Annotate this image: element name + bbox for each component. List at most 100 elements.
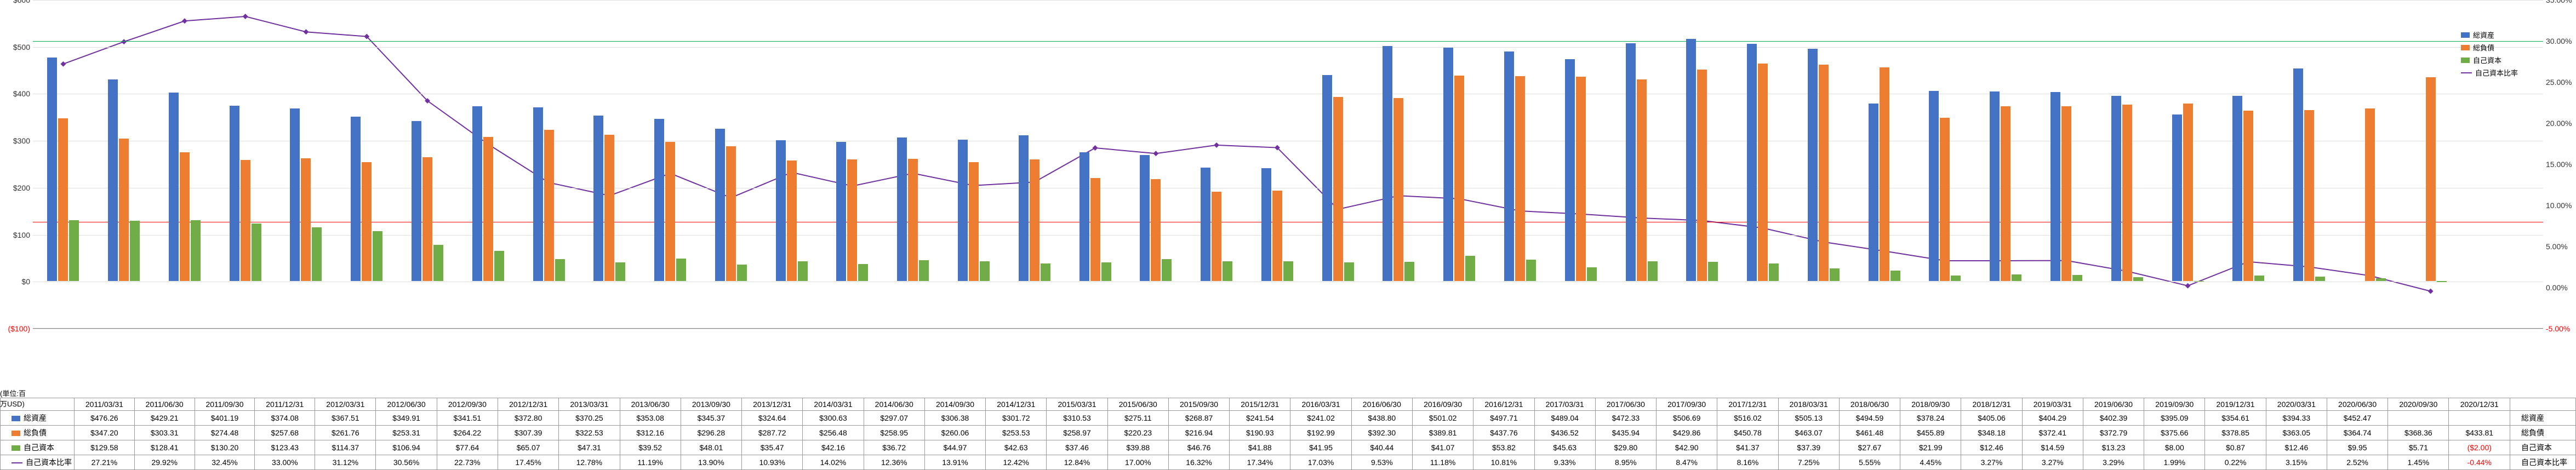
bar-総負債 (2243, 111, 2253, 281)
table-cell: $0.87 (2205, 440, 2266, 455)
table-cell: $401.19 (195, 411, 255, 426)
bar-自己資本 (737, 265, 747, 281)
bar-group (2097, 96, 2157, 328)
table-period-header: 2020/03/31 (2266, 398, 2327, 411)
bar-自己資本 (615, 262, 625, 281)
table-end-header (2510, 398, 2576, 411)
table-cell: $450.78 (1717, 426, 1778, 440)
table-cell: $497.71 (1473, 411, 1534, 426)
table-cell: $37.39 (1778, 440, 1839, 455)
table-cell: $341.51 (437, 411, 498, 426)
bar-自己資本 (1283, 261, 1293, 281)
bar-総負債 (787, 161, 797, 281)
bar-group (1307, 75, 1368, 328)
table-cell: 7.25% (1778, 455, 1839, 470)
table-cell: $372.41 (2022, 426, 2083, 440)
table-cell: $476.26 (75, 411, 135, 426)
bar-group (1126, 155, 1186, 328)
bar-総資産 (2111, 96, 2121, 282)
bar-総資産 (1686, 39, 1696, 281)
table-cell: $41.07 (1412, 440, 1473, 455)
plot-region (33, 0, 2543, 329)
bar-group (397, 121, 458, 328)
table-period-header: 2013/12/31 (742, 398, 803, 411)
table-cell: $220.23 (1107, 426, 1168, 440)
y-left-tick: $300 (13, 136, 30, 145)
line-marker (364, 34, 369, 39)
table-period-header: 2020/06/30 (2327, 398, 2387, 411)
table-cell: $354.61 (2205, 411, 2266, 426)
table-cell: $349.91 (376, 411, 437, 426)
table-cell: $472.33 (1595, 411, 1656, 426)
line-marker (304, 29, 309, 35)
table-period-header: 2018/12/31 (1961, 398, 2022, 411)
table-cell: $378.24 (1900, 411, 1961, 426)
table-period-header: 2014/12/31 (986, 398, 1047, 411)
table-cell: $516.02 (1717, 411, 1778, 426)
bar-group (1793, 49, 1854, 328)
bar-総資産 (1504, 51, 1514, 281)
table-cell: $41.37 (1717, 440, 1778, 455)
table-cell: $130.20 (195, 440, 255, 455)
legend-label: 総資産 (2473, 30, 2494, 40)
legend-label: 総負債 (2473, 42, 2494, 53)
bar-総資産 (169, 93, 179, 281)
table-cell: $463.07 (1778, 426, 1839, 440)
bar-総資産 (2172, 114, 2182, 281)
table-row-label: 総負債 (1, 426, 75, 440)
table-period-header: 2012/03/31 (315, 398, 376, 411)
y-right-tick: -5.00% (2546, 324, 2570, 333)
table-cell: $375.66 (2144, 426, 2205, 440)
table-cell: $241.54 (1230, 411, 1290, 426)
y-left-tick: $200 (13, 184, 30, 192)
table-cell: $378.85 (2205, 426, 2266, 440)
row-label-text: 自己資本比率 (26, 458, 72, 467)
row-line-swatch (12, 462, 22, 463)
bar-総資産 (1201, 168, 1210, 281)
table-cell: $348.18 (1961, 426, 2022, 440)
bar-自己資本 (1344, 262, 1354, 282)
bar-group (1004, 135, 1065, 328)
table-period-header: 2014/09/30 (924, 398, 985, 411)
bar-group (518, 107, 579, 328)
legend-swatch (2461, 45, 2470, 50)
bar-自己資本 (433, 245, 443, 282)
bar-自己資本 (2072, 275, 2082, 281)
table-cell: 10.93% (742, 455, 803, 470)
y-left-tick: $600 (13, 0, 30, 4)
table-cell: $27.67 (1839, 440, 1900, 455)
table-cell: $123.43 (255, 440, 315, 455)
table-cell: 1.99% (2144, 455, 2205, 470)
table-cell: 17.00% (1107, 455, 1168, 470)
legend-label: 自己資本比率 (2475, 67, 2518, 78)
bar-総負債 (2061, 106, 2071, 282)
row-swatch (12, 416, 20, 421)
bar-自己資本 (191, 220, 201, 282)
table-cell: $41.88 (1230, 440, 1290, 455)
table-cell: 27.21% (75, 455, 135, 470)
table-cell: $363.05 (2266, 426, 2327, 440)
table-period-header: 2015/03/31 (1047, 398, 1107, 411)
table-cell: 12.78% (559, 455, 620, 470)
table-cell: $389.81 (1412, 426, 1473, 440)
chart-plot-area: ($100)$0$100$200$300$400$500$600(単位:百万US… (0, 0, 2576, 398)
table-cell: $13.23 (2083, 440, 2144, 455)
table-cell: -0.44% (2449, 455, 2510, 470)
bar-自己資本 (1223, 261, 1232, 281)
table-cell: $14.59 (2022, 440, 2083, 455)
table-cell: $368.36 (2388, 426, 2449, 440)
table-cell: $452.47 (2327, 411, 2387, 426)
table-row-label-right: 総資産 (2510, 411, 2576, 426)
bar-総負債 (119, 139, 129, 281)
row-swatch (12, 445, 20, 451)
legend-item: 総資産 (2461, 30, 2538, 40)
bar-総資産 (1808, 49, 1818, 281)
bar-自己資本 (252, 223, 261, 282)
bar-総資産 (1869, 104, 1878, 281)
chart-container: ($100)$0$100$200$300$400$500$600(単位:百万US… (0, 0, 2576, 470)
table-cell: $5.71 (2388, 440, 2449, 455)
bar-自己資本 (130, 221, 140, 281)
table-cell: $501.02 (1412, 411, 1473, 426)
table-period-header: 2020/12/31 (2449, 398, 2510, 411)
table-cell: 9.33% (1534, 455, 1595, 470)
